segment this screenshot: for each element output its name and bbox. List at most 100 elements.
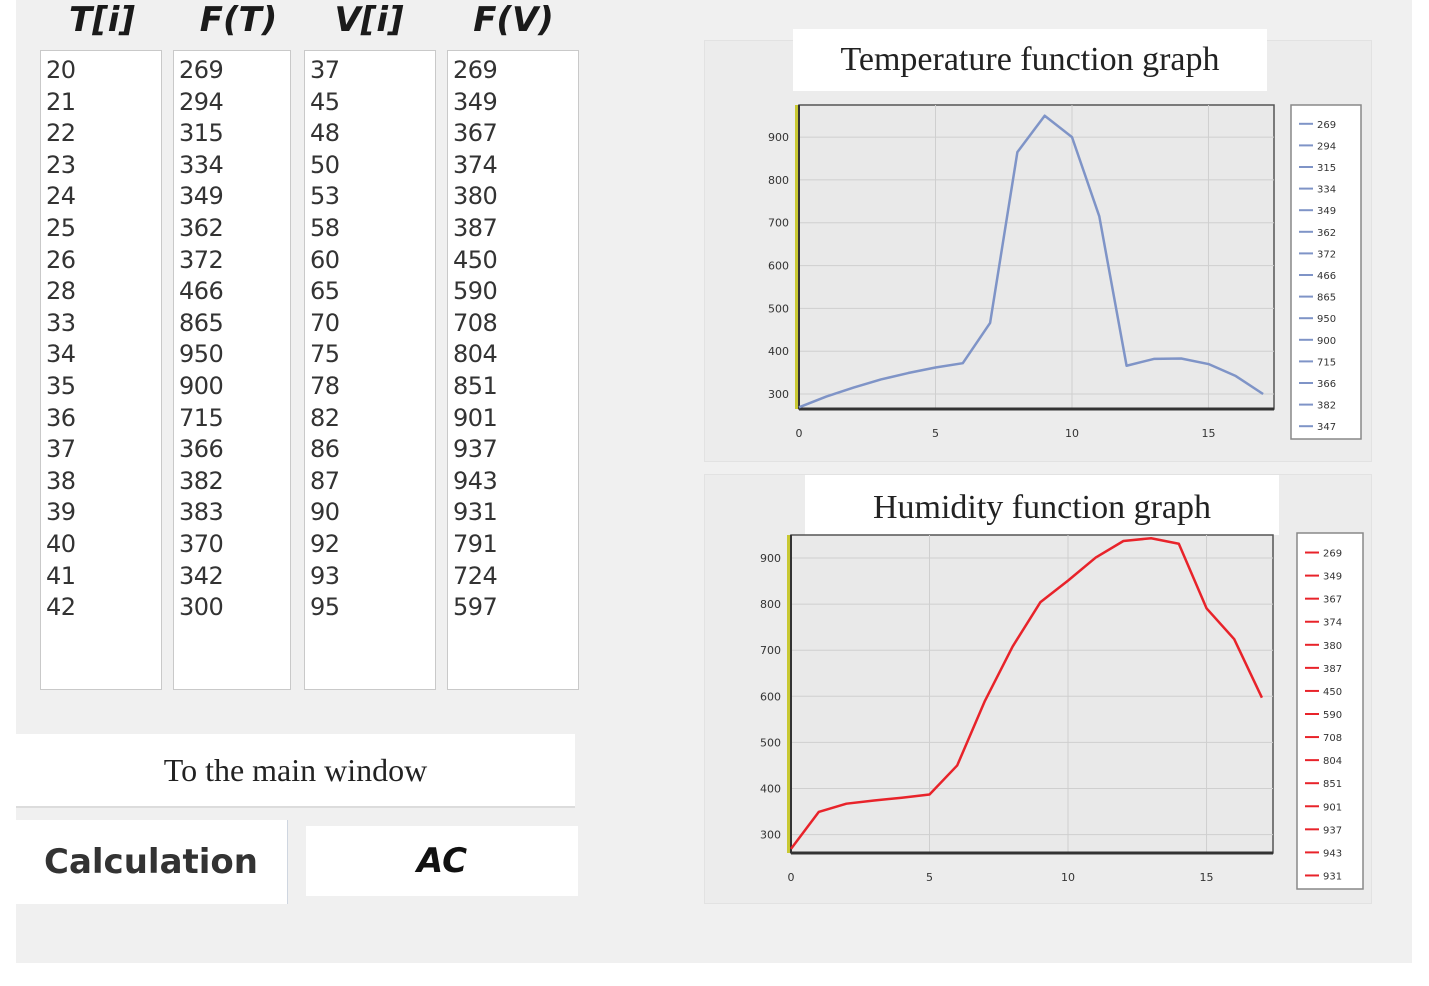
list-item[interactable]: 791	[453, 529, 498, 558]
temp-y-tick-label: 500	[768, 302, 789, 315]
list-item[interactable]: 35	[46, 371, 76, 400]
list-item[interactable]: 466	[179, 277, 224, 306]
list-item[interactable]: 20	[46, 56, 76, 84]
fv-values-listbox[interactable]: 269 349 367 374 380 387 450 590 708 804 851 901 937 9…	[447, 50, 579, 690]
calculation-button[interactable]: Calculation	[16, 820, 288, 904]
list-item[interactable]: 366	[179, 435, 224, 464]
list-item[interactable]: 315	[179, 119, 224, 148]
ac-button[interactable]: AC	[306, 826, 578, 896]
list-item[interactable]: 937	[453, 435, 498, 464]
list-item[interactable]: 45	[310, 87, 340, 116]
list-item[interactable]: 901	[453, 403, 498, 432]
list-item[interactable]: 33	[46, 308, 76, 337]
list-item[interactable]: 342	[179, 561, 224, 590]
hum-x-tick-label: 15	[1200, 871, 1214, 884]
list-item[interactable]: 334	[179, 150, 224, 179]
list-item[interactable]: 597	[453, 593, 498, 622]
list-item[interactable]: 380	[453, 182, 498, 211]
list-item[interactable]: 92	[310, 529, 340, 558]
list-item[interactable]: 34	[46, 340, 76, 369]
list-item[interactable]: 300	[179, 593, 224, 622]
list-item[interactable]: 950	[179, 340, 224, 369]
hum-legend-label: 901	[1323, 802, 1342, 813]
list-item[interactable]: 294	[179, 87, 224, 116]
list-item[interactable]: 93	[310, 561, 340, 590]
list-item[interactable]: 95	[310, 593, 340, 622]
list-item[interactable]: 865	[179, 308, 224, 337]
ft-values-listbox[interactable]: 269 294 315 334 349 362 372 466 865 950 900 715 366 3…	[173, 50, 291, 690]
list-item[interactable]: 58	[310, 213, 340, 242]
list-item[interactable]: 70	[310, 308, 340, 337]
list-item[interactable]: 943	[453, 466, 498, 495]
list-item[interactable]: 804	[453, 340, 498, 369]
list-item[interactable]: 26	[46, 245, 76, 274]
list-item[interactable]: 349	[453, 87, 498, 116]
list-item[interactable]: 715	[179, 403, 224, 432]
list-item[interactable]: 24	[46, 182, 76, 211]
temp-y-tick-label: 700	[768, 217, 789, 230]
list-item[interactable]: 36	[46, 403, 76, 432]
list-item[interactable]: 367	[453, 119, 498, 148]
list-item[interactable]: 82	[310, 403, 340, 432]
list-item[interactable]: 851	[453, 371, 498, 400]
list-item[interactable]: 931	[453, 498, 498, 527]
list-item[interactable]: 450	[453, 245, 498, 274]
temp-legend-label: 382	[1317, 401, 1336, 412]
list-item[interactable]: 724	[453, 561, 498, 590]
list-item[interactable]: 53	[310, 182, 340, 211]
list-item[interactable]: 48	[310, 119, 340, 148]
list-item[interactable]: 23	[46, 150, 76, 179]
hum-legend-label: 387	[1323, 664, 1342, 675]
list-item[interactable]: 387	[453, 213, 498, 242]
list-item[interactable]: 269	[453, 56, 498, 84]
list-item[interactable]: 22	[46, 119, 76, 148]
list-item[interactable]: 86	[310, 435, 340, 464]
hum-legend-label: 937	[1323, 825, 1342, 836]
list-item[interactable]: 60	[310, 245, 340, 274]
list-item[interactable]: 50	[310, 150, 340, 179]
list-item[interactable]: 708	[453, 308, 498, 337]
hum-x-tick-label: 0	[788, 871, 795, 884]
hum-legend-label: 590	[1323, 710, 1342, 721]
list-item[interactable]: 374	[453, 150, 498, 179]
list-item[interactable]: 90	[310, 498, 340, 527]
hum-series-line	[790, 536, 1264, 850]
list-item[interactable]: 37	[310, 56, 340, 84]
to-main-window-button[interactable]: To the main window	[16, 734, 575, 808]
list-item[interactable]: 349	[179, 182, 224, 211]
list-item[interactable]: 900	[179, 371, 224, 400]
list-item[interactable]: 75	[310, 340, 340, 369]
list-item[interactable]: 39	[46, 498, 76, 527]
list-item[interactable]: 78	[310, 371, 340, 400]
list-item[interactable]: 28	[46, 277, 76, 306]
list-item[interactable]: 38	[46, 466, 76, 495]
list-item[interactable]: 370	[179, 529, 224, 558]
list-item[interactable]: 37	[46, 435, 76, 464]
temp-y-tick-label: 600	[768, 260, 789, 273]
temp-y-tick-label: 400	[768, 345, 789, 358]
temp-legend-label: 315	[1317, 163, 1336, 174]
list-item[interactable]: 25	[46, 213, 76, 242]
temp-legend-label: 334	[1317, 185, 1336, 196]
list-item[interactable]: 40	[46, 529, 76, 558]
list-item[interactable]: 382	[179, 466, 224, 495]
list-item[interactable]: 41	[46, 561, 76, 590]
list-item[interactable]: 42	[46, 593, 76, 622]
v-values-listbox[interactable]: 37 45 48 50 53 58 60 65 70 75 78 82 86 87 90 92 93 95	[304, 50, 436, 690]
list-item[interactable]: 383	[179, 498, 224, 527]
list-item[interactable]: 362	[179, 213, 224, 242]
hum-y-tick-label: 900	[760, 552, 781, 565]
t-values-listbox[interactable]: 20 21 22 23 24 25 26 28 33 34 35 36 37 38 39 40 41 42	[40, 50, 162, 690]
list-item[interactable]: 87	[310, 466, 340, 495]
list-item[interactable]: 590	[453, 277, 498, 306]
temp-legend-label: 349	[1317, 206, 1336, 217]
hum-legend-label: 931	[1323, 871, 1342, 882]
list-item[interactable]: 65	[310, 277, 340, 306]
list-item[interactable]: 372	[179, 245, 224, 274]
hum-plot-area	[790, 534, 1274, 854]
list-item[interactable]: 269	[179, 56, 224, 84]
list-item[interactable]: 21	[46, 87, 76, 116]
hum-y-tick-label: 700	[760, 644, 781, 657]
hum-legend-label: 374	[1323, 618, 1342, 629]
hum-legend-label: 367	[1323, 595, 1342, 606]
